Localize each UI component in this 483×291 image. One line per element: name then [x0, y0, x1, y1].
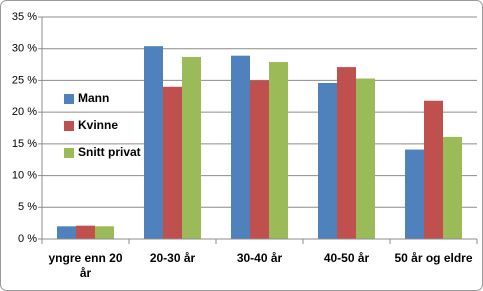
legend-label: Mann — [78, 91, 109, 105]
x-tick-label: 30-40 år — [236, 251, 283, 265]
legend-label: Snitt privat — [78, 145, 141, 159]
legend-swatch — [64, 94, 74, 104]
y-tick-label: 20 % — [12, 106, 37, 118]
y-tick-label: 15 % — [12, 138, 37, 150]
legend-label: Kvinne — [78, 118, 118, 132]
x-tick-label: yngre enn 20 år — [48, 251, 123, 280]
bar — [269, 62, 288, 239]
bar — [405, 149, 424, 239]
legend-swatch — [64, 148, 74, 158]
bar — [57, 226, 76, 239]
bar — [318, 82, 337, 239]
bar — [424, 100, 443, 240]
y-tick-label: 0 % — [18, 233, 37, 245]
bar — [250, 80, 269, 239]
y-tick-label: 5 % — [18, 201, 37, 213]
bar — [76, 225, 95, 239]
legend-swatch — [64, 121, 74, 131]
bar — [231, 55, 250, 239]
bar — [337, 67, 356, 239]
bar — [144, 46, 163, 240]
bar — [356, 78, 375, 239]
y-tick-label: 30 % — [12, 43, 37, 55]
x-tick-label: 50 år og eldre — [394, 251, 473, 265]
bar — [443, 136, 462, 239]
bar — [182, 56, 201, 240]
x-tick-label: 40-50 år — [323, 251, 370, 265]
bar — [95, 226, 114, 239]
x-tick-label: 20-30 år — [149, 251, 196, 265]
bar — [163, 86, 182, 240]
y-tick-label: 25 % — [12, 74, 37, 86]
y-tick-label: 35 % — [12, 11, 37, 23]
y-tick-label: 10 % — [12, 169, 37, 181]
